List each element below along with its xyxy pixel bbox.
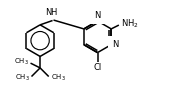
Text: NH$_2$: NH$_2$: [121, 18, 138, 30]
Text: N: N: [94, 11, 101, 20]
Text: N: N: [94, 11, 101, 20]
Text: N: N: [112, 40, 118, 49]
Text: H: H: [50, 8, 57, 17]
Text: Cl: Cl: [93, 63, 102, 72]
Text: N: N: [45, 8, 52, 17]
Text: CH$_3$: CH$_3$: [15, 72, 30, 83]
Text: CH$_3$: CH$_3$: [51, 72, 66, 83]
Text: N: N: [113, 46, 119, 55]
Text: CH$_3$: CH$_3$: [14, 57, 29, 67]
